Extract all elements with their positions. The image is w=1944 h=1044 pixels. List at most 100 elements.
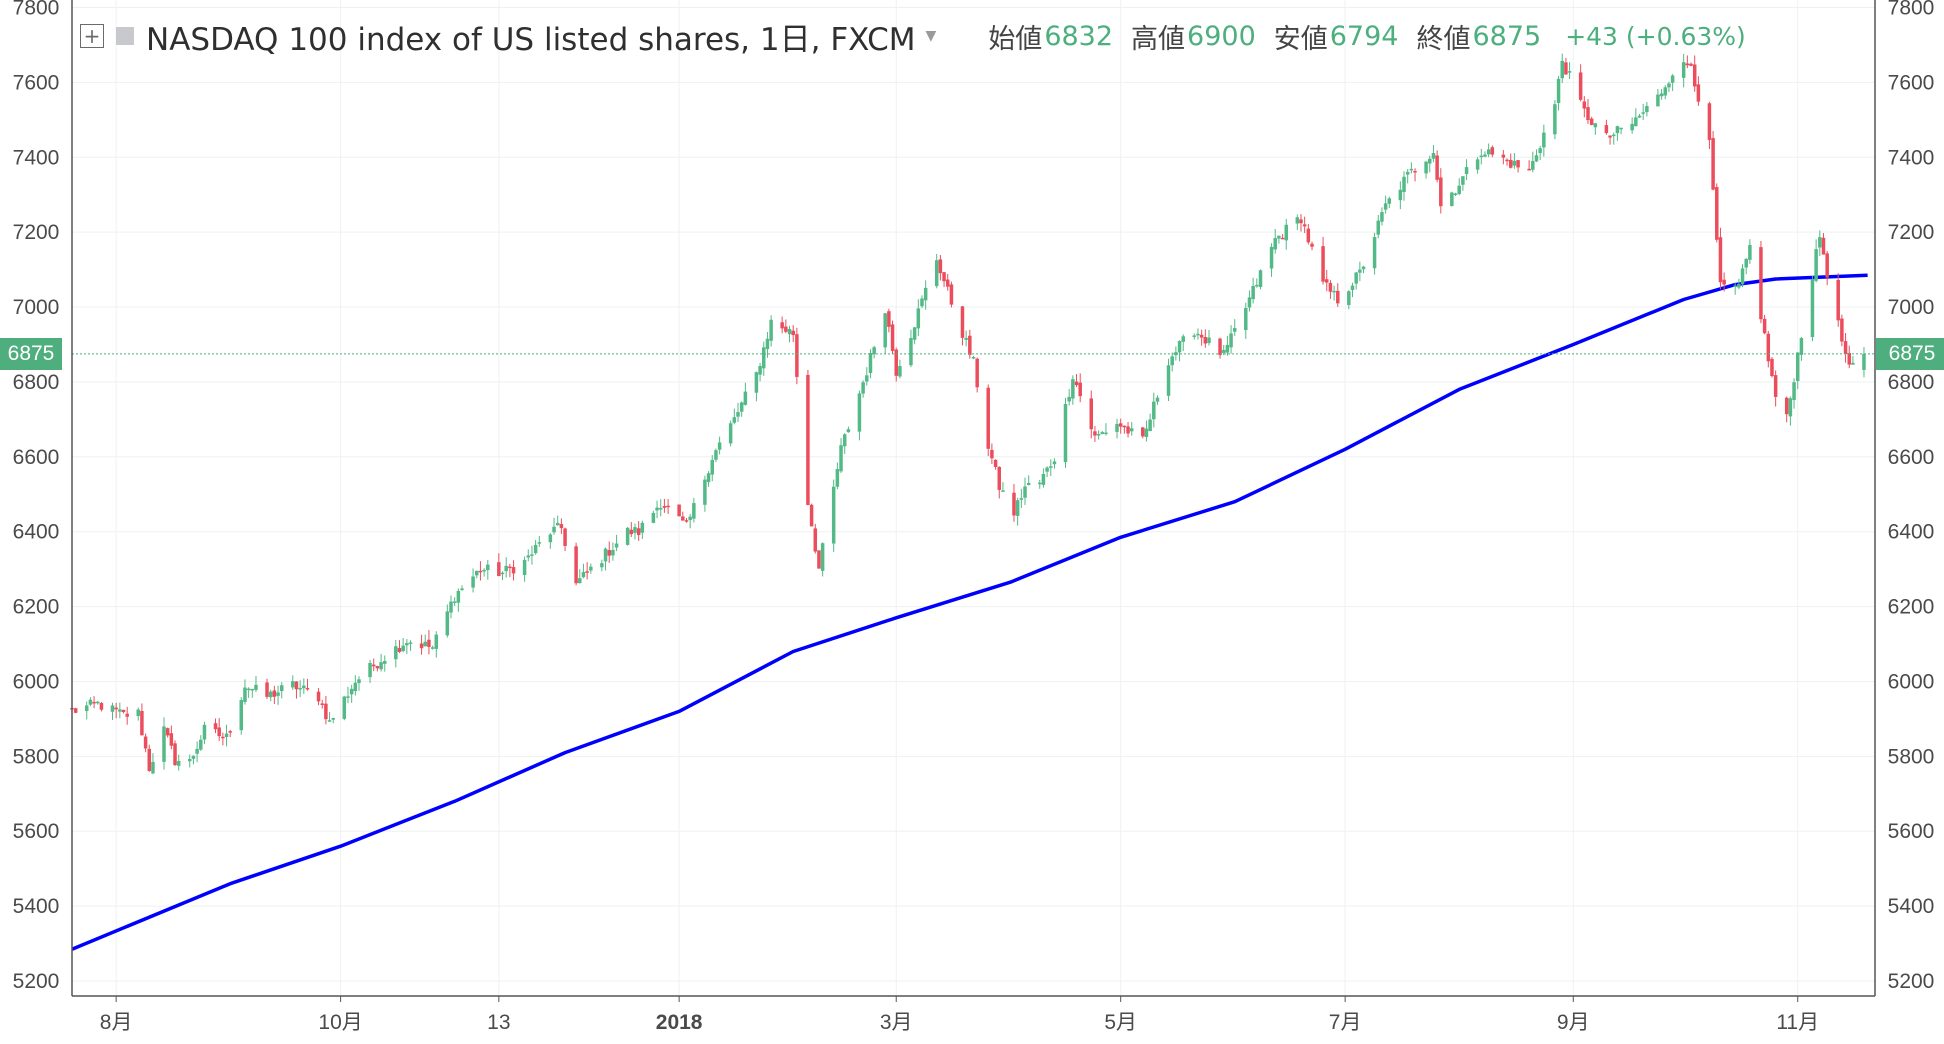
- candle-body: [1244, 307, 1248, 331]
- candle-body: [1409, 168, 1414, 171]
- candle-body: [706, 473, 711, 483]
- candle-body: [942, 272, 946, 282]
- y-tick-label-right: 5400: [1888, 895, 1935, 918]
- y-tick-label-right: 7200: [1888, 221, 1935, 244]
- candle-body: [379, 662, 383, 670]
- candle-body: [1851, 362, 1855, 365]
- candle-body: [736, 412, 740, 417]
- candle-body: [1608, 135, 1612, 138]
- candle-body: [1280, 237, 1285, 240]
- candle-body: [162, 726, 166, 762]
- candle-body: [552, 526, 556, 533]
- candle-body: [968, 335, 972, 355]
- y-tick-label-left: 6000: [13, 670, 60, 693]
- expand-plus-icon[interactable]: +: [80, 24, 104, 48]
- symbol-title[interactable]: NASDAQ 100 index of US listed shares, 1日…: [146, 21, 916, 58]
- candle-body: [945, 279, 950, 287]
- candle-body: [1641, 112, 1645, 114]
- candle-body: [1711, 138, 1715, 190]
- y-tick-label-left: 7000: [13, 296, 60, 319]
- candle-body: [1207, 337, 1211, 344]
- candle-body: [1527, 168, 1531, 171]
- candle-body: [1372, 237, 1377, 269]
- candle-body: [677, 504, 681, 517]
- candle-body: [1744, 258, 1748, 268]
- x-tick-label: 10月: [318, 1011, 362, 1034]
- candle-body: [585, 571, 589, 573]
- candle-body: [1074, 381, 1079, 386]
- candle-body: [430, 647, 435, 649]
- candle-body: [394, 646, 398, 660]
- candle-body: [254, 684, 258, 690]
- y-tick-label-left: 7600: [13, 71, 60, 94]
- candle-body: [305, 688, 310, 690]
- candle-body: [909, 338, 913, 366]
- candle-body: [1218, 338, 1222, 356]
- candle-body: [1269, 246, 1274, 269]
- candle-body: [1192, 335, 1197, 337]
- candle-body: [636, 528, 641, 536]
- candle-body: [1122, 425, 1127, 428]
- candle-body: [993, 459, 998, 468]
- candle-body: [1203, 337, 1208, 344]
- candle-body: [1196, 333, 1200, 336]
- candle-body: [427, 639, 431, 647]
- candle-body: [714, 450, 718, 460]
- candle-body: [401, 645, 405, 652]
- candle-body: [1361, 266, 1366, 270]
- candle-body: [526, 555, 531, 558]
- candle-body: [916, 308, 921, 329]
- candle-body: [449, 601, 453, 613]
- candle-body: [1578, 72, 1583, 100]
- y-tick-label-right: 6200: [1888, 596, 1935, 619]
- candle-body: [1012, 492, 1016, 516]
- candle-body: [607, 550, 611, 556]
- symbol-flag-icon: [116, 27, 134, 45]
- candle-body: [1692, 64, 1697, 87]
- candle-body: [176, 760, 181, 766]
- candle-body: [475, 570, 479, 576]
- candle-body: [320, 703, 324, 705]
- candle-body: [1593, 123, 1598, 128]
- candle-body: [938, 259, 943, 274]
- candle-body: [353, 682, 358, 692]
- grid: [72, 0, 1875, 996]
- candle-body: [1630, 123, 1634, 131]
- candle-body: [1247, 297, 1252, 308]
- candle-body: [883, 313, 887, 348]
- candle-body: [1501, 154, 1506, 158]
- candle-body: [857, 393, 862, 432]
- candle-body: [1284, 224, 1289, 241]
- y-tick-label-right: 7400: [1888, 146, 1935, 169]
- candle-body: [456, 590, 461, 603]
- candle-body: [1843, 341, 1848, 355]
- candle-body: [239, 700, 244, 731]
- candle-body: [890, 324, 895, 351]
- y-tick-label-right: 7800: [1888, 0, 1935, 19]
- candle-body: [949, 284, 954, 305]
- candle-body: [1689, 63, 1693, 66]
- chevron-down-icon[interactable]: ▼: [925, 28, 937, 44]
- candle-body: [795, 334, 799, 377]
- candle-body: [195, 748, 199, 754]
- candle-body: [1063, 403, 1068, 463]
- candle-body: [710, 459, 714, 475]
- candle-body: [1255, 284, 1259, 287]
- candle-body: [975, 358, 979, 388]
- candle-body: [1199, 334, 1204, 338]
- candle-body: [662, 506, 667, 508]
- candle-body: [1634, 117, 1638, 127]
- candle-body: [1464, 167, 1469, 175]
- candle-body: [1490, 147, 1495, 155]
- candle-body: [1354, 272, 1358, 284]
- candle-body: [1229, 333, 1233, 348]
- candle-body: [537, 542, 542, 544]
- y-tick-label-left: 7200: [13, 221, 60, 244]
- candle-body: [1862, 353, 1866, 370]
- candle-body: [1450, 192, 1454, 207]
- candle-body: [1041, 473, 1046, 485]
- candle-body: [1093, 431, 1097, 436]
- candle-body: [611, 549, 615, 556]
